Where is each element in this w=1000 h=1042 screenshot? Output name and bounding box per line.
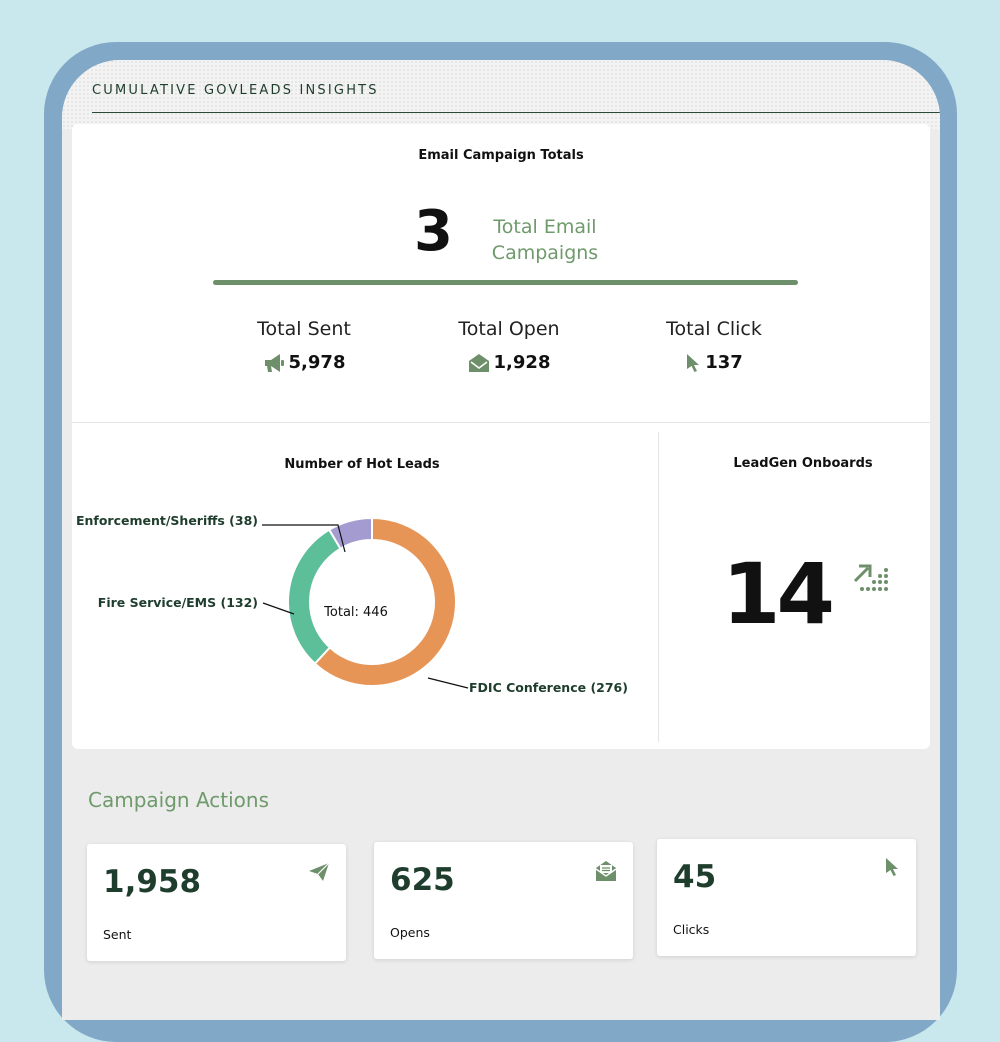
action-value: 1,958 — [103, 864, 202, 900]
stat-label: Total Open — [458, 318, 560, 340]
hot-leads-title: Number of Hot Leads — [284, 457, 440, 472]
action-label: Clicks — [673, 922, 710, 937]
leadgen-value: 14 — [722, 545, 835, 643]
stat-label: Total Sent — [257, 318, 351, 340]
stat-value-row: 137 — [614, 352, 814, 373]
donut-slice-fire — [287, 528, 342, 666]
stat-label: Total Click — [666, 318, 762, 340]
action-label: Opens — [390, 925, 430, 940]
stat-value-row: 5,978 — [204, 352, 404, 373]
header-band: CUMULATIVE GOVLEADS INSIGHTS — [62, 60, 940, 130]
stat-total-click: Total Click 137 — [614, 318, 814, 373]
fdic-leader-line — [427, 677, 469, 689]
stat-value: 5,978 — [288, 352, 346, 373]
header-divider — [92, 112, 940, 113]
fire-leader-line — [262, 602, 295, 615]
column-divider — [658, 432, 659, 742]
law-leader-line — [262, 524, 346, 553]
action-value: 45 — [673, 859, 717, 895]
open-envelope-icon — [468, 353, 490, 373]
paper-plane-icon — [308, 862, 330, 886]
donut-label-fdic: FDIC Conference (276) — [469, 680, 628, 695]
email-totals-card: Email Campaign Totals 3 Total Email Camp… — [72, 124, 930, 749]
campaign-actions-title: Campaign Actions — [88, 788, 269, 812]
leadgen-title: LeadGen Onboards — [733, 456, 873, 471]
donut-label-fire: Fire Service/EMS (132) — [98, 595, 258, 610]
email-campaign-totals-title: Email Campaign Totals — [418, 148, 584, 163]
action-card-clicks[interactable]: 45 Clicks — [657, 839, 916, 956]
megaphone-icon — [263, 353, 285, 373]
action-label: Sent — [103, 927, 132, 942]
total-campaigns-number: 3 — [414, 199, 453, 264]
action-value: 625 — [390, 862, 455, 898]
total-campaigns-label: Total Email Campaigns — [491, 216, 599, 264]
page-title: CUMULATIVE GOVLEADS INSIGHTS — [92, 83, 379, 98]
stat-total-open: Total Open 1,928 — [409, 318, 609, 373]
stat-value-row: 1,928 — [409, 352, 609, 373]
donut-total-label: Total: 446 — [323, 605, 388, 620]
donut-slice-fdic — [313, 516, 457, 687]
stat-value: 1,928 — [493, 352, 551, 373]
section-divider — [72, 422, 930, 423]
envelope-open-icon — [595, 860, 617, 886]
stat-value: 137 — [705, 352, 743, 373]
action-card-sent[interactable]: 1,958 Sent — [87, 844, 346, 961]
donut-label-law: Law Enforcement/Sheriffs (38) — [72, 513, 258, 528]
action-card-opens[interactable]: 625 Opens — [374, 842, 633, 959]
trend-up-dots-icon — [852, 562, 894, 602]
campaign-progress-bar — [213, 280, 798, 285]
hot-leads-donut-chart: Total: 446 FDIC Conference (276) Fire Se… — [72, 513, 628, 695]
dashboard-screen: CUMULATIVE GOVLEADS INSIGHTS Email Campa… — [62, 60, 940, 1020]
cursor-icon — [685, 353, 701, 373]
stat-total-sent: Total Sent 5,978 — [204, 318, 404, 373]
cursor-icon — [884, 857, 900, 881]
